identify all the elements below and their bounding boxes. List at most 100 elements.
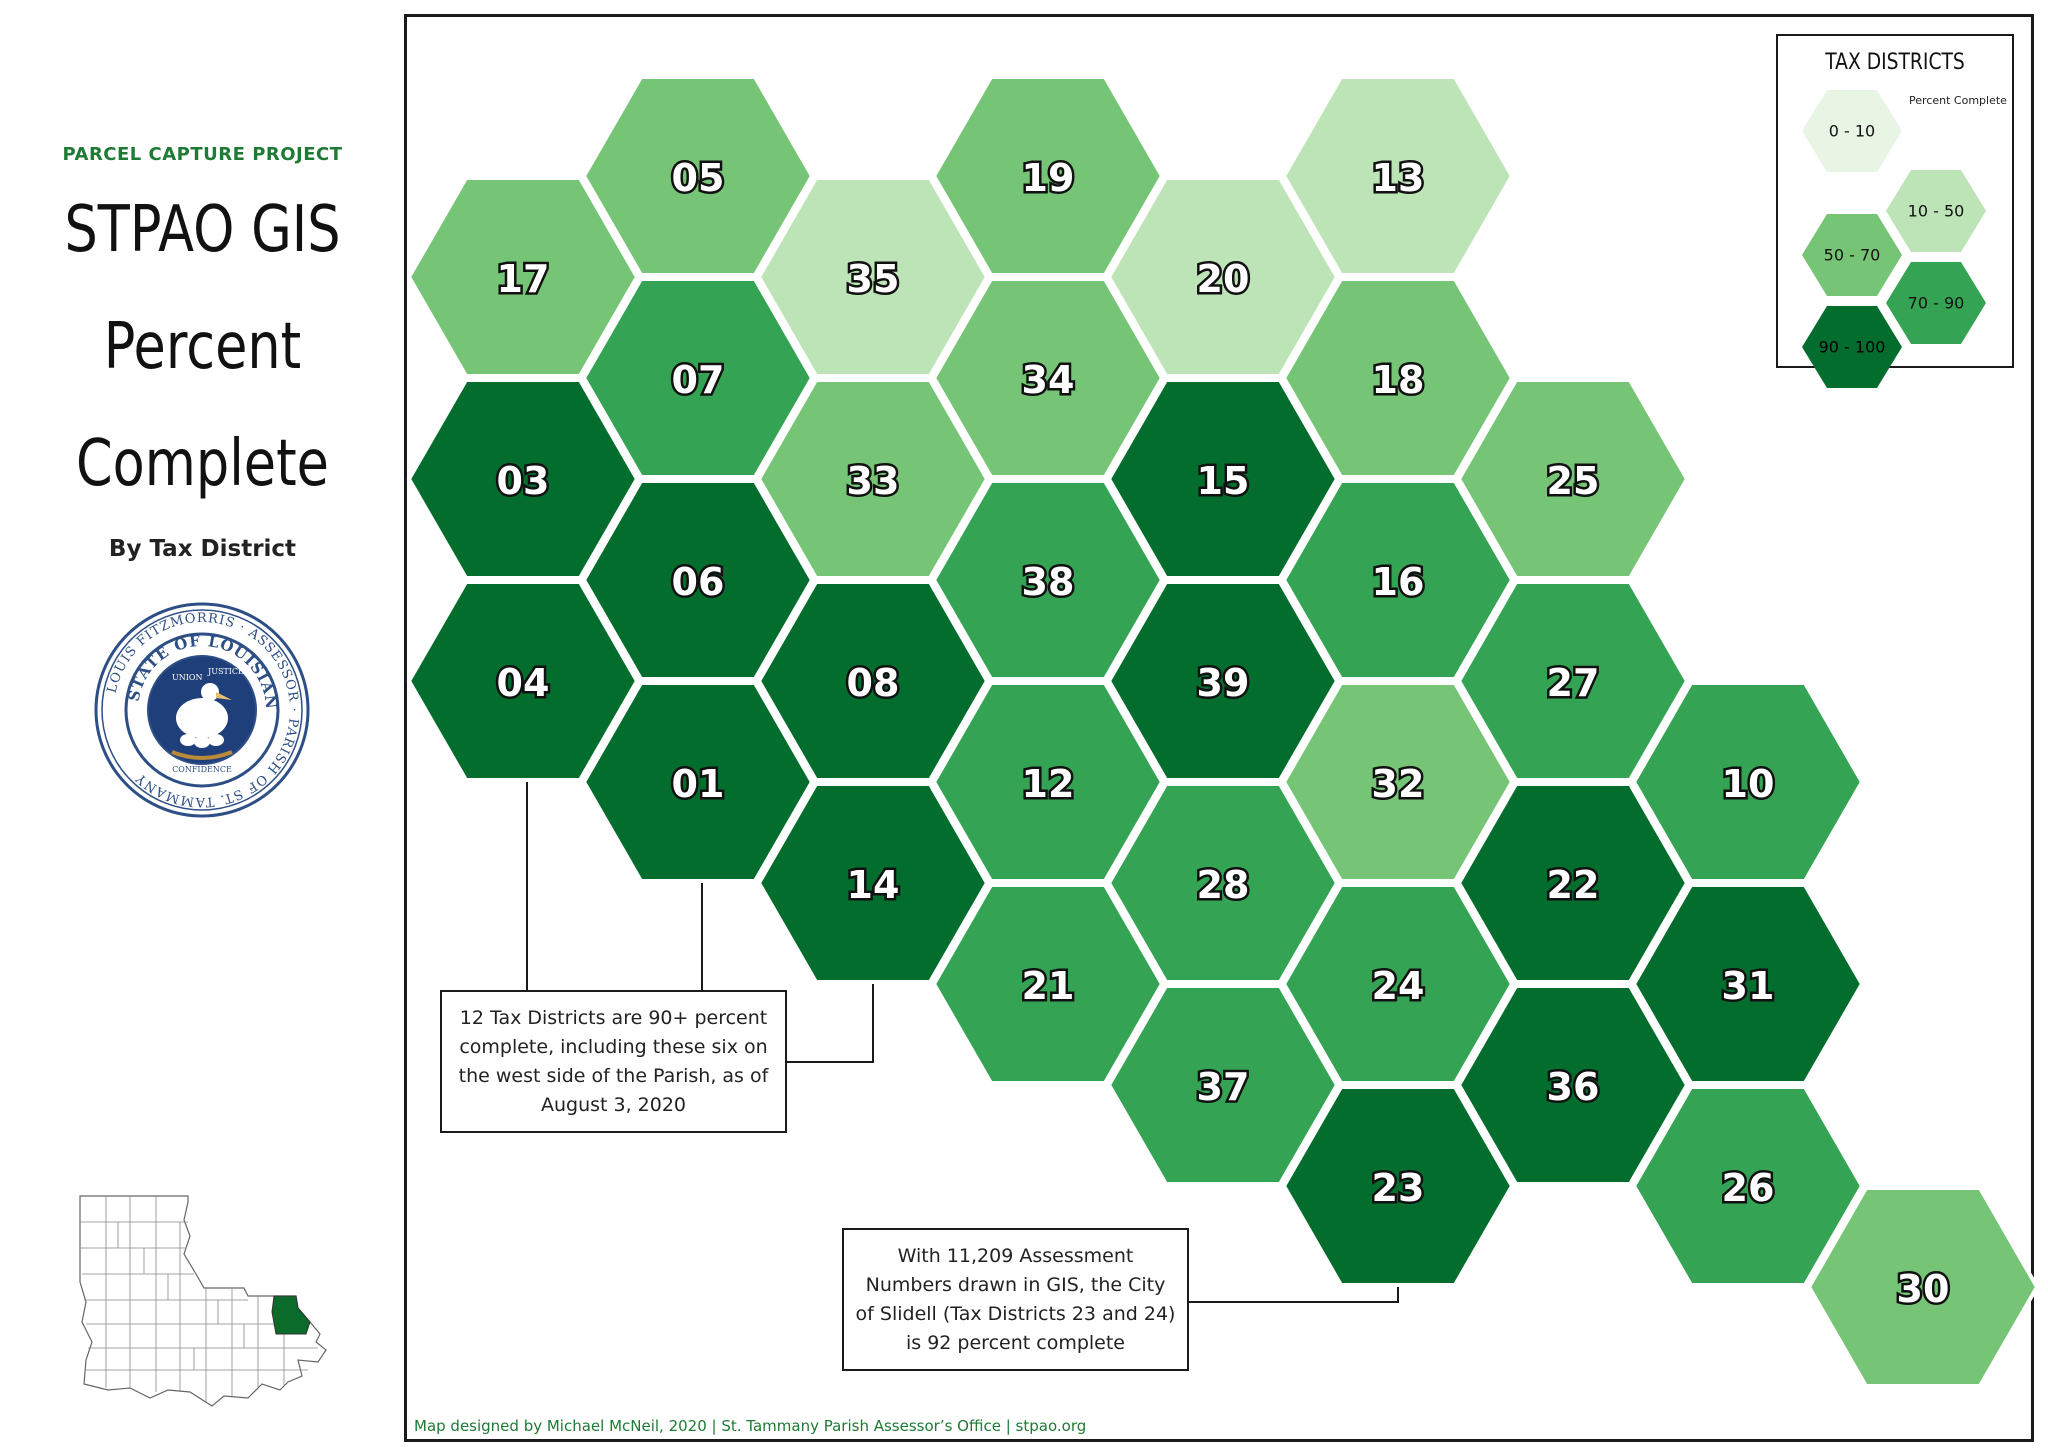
district-hex-12[interactable]: 12	[931, 681, 1165, 883]
legend-label: 0 - 10	[1828, 121, 1876, 141]
district-hex-31[interactable]: 31	[1631, 883, 1865, 1085]
district-hex-shape	[406, 378, 640, 580]
district-hex-30[interactable]: 30	[1806, 1186, 2040, 1388]
pelican-icon	[171, 683, 233, 760]
legend-swatch-70-90: 70 - 90	[1884, 260, 1988, 346]
district-label: 20	[1197, 257, 1250, 301]
district-label: 34	[1022, 358, 1075, 402]
district-hex-18[interactable]: 18	[1281, 277, 1515, 479]
legend-swatch-50-70: 50 - 70	[1800, 212, 1904, 298]
district-hex-28[interactable]: 28	[1106, 782, 1340, 984]
district-hex-35[interactable]: 35	[756, 176, 990, 378]
callout-west-text: 12 Tax Districts are 90+ percent complet…	[458, 1006, 769, 1116]
district-hex-shape	[1106, 580, 1340, 782]
legend-swatch-90-100: 90 - 100	[1800, 304, 1904, 390]
legend-hex-icon	[1802, 214, 1902, 296]
district-hex-08[interactable]: 08	[756, 580, 990, 782]
district-hex-39[interactable]: 39	[1106, 580, 1340, 782]
district-hex-22[interactable]: 22	[1456, 782, 1690, 984]
title-line-3: Complete	[76, 427, 329, 501]
district-hex-17[interactable]: 17	[406, 176, 640, 378]
legend-swatch-0-10: 0 - 10	[1800, 88, 1904, 174]
district-label: 23	[1372, 1166, 1425, 1210]
district-label: 18	[1372, 358, 1425, 402]
district-hex-shape	[756, 176, 990, 378]
district-hex-07[interactable]: 07	[581, 277, 815, 479]
district-hex-33[interactable]: 33	[756, 378, 990, 580]
district-hex-23[interactable]: 23	[1281, 1085, 1515, 1287]
district-hex-shape	[581, 75, 815, 277]
district-label: 26	[1722, 1166, 1775, 1210]
district-label: 06	[672, 560, 725, 604]
district-hex-shape	[1281, 75, 1515, 277]
callout-slidell-text: With 11,209 Assessment Numbers drawn in …	[855, 1244, 1176, 1354]
district-hex-shape	[1281, 277, 1515, 479]
district-label: 33	[847, 459, 900, 503]
district-label: 22	[1547, 863, 1600, 907]
district-hex-34[interactable]: 34	[931, 277, 1165, 479]
legend-label: 90 - 100	[1818, 337, 1886, 357]
district-hex-24[interactable]: 24	[1281, 883, 1515, 1085]
louisiana-locator-map	[79, 1195, 327, 1407]
district-hex-06[interactable]: 06	[581, 479, 815, 681]
district-hex-shape	[581, 479, 815, 681]
district-hex-26[interactable]: 26	[1631, 1085, 1865, 1287]
legend-title: TAX DISTRICTS	[1825, 50, 1965, 75]
district-hex-shape	[1106, 782, 1340, 984]
district-hex-36[interactable]: 36	[1456, 984, 1690, 1186]
district-hex-shape	[1631, 681, 1865, 883]
district-hex-shape	[931, 75, 1165, 277]
district-label: 03	[497, 459, 550, 503]
district-hex-shape	[1281, 479, 1515, 681]
district-label: 13	[1372, 156, 1425, 200]
district-hex-04[interactable]: 04	[406, 580, 640, 782]
district-label: 39	[1197, 661, 1250, 705]
subtitle: By Tax District	[108, 536, 297, 562]
district-hex-03[interactable]: 03	[406, 378, 640, 580]
district-hex-27[interactable]: 27	[1456, 580, 1690, 782]
district-hex-10[interactable]: 10	[1631, 681, 1865, 883]
district-hex-15[interactable]: 15	[1106, 378, 1340, 580]
district-hex-25[interactable]: 25	[1456, 378, 1690, 580]
district-label: 19	[1022, 156, 1075, 200]
legend-hex-icon	[1802, 90, 1902, 172]
district-hex-37[interactable]: 37	[1106, 984, 1340, 1186]
district-label: 31	[1722, 964, 1775, 1008]
district-label: 24	[1372, 964, 1425, 1008]
district-hex-38[interactable]: 38	[931, 479, 1165, 681]
district-hex-shape	[581, 277, 815, 479]
district-hex-shape	[931, 277, 1165, 479]
district-hex-21[interactable]: 21	[931, 883, 1165, 1085]
district-hex-shape	[406, 176, 640, 378]
district-hex-shape	[1806, 1186, 2040, 1388]
district-hex-16[interactable]: 16	[1281, 479, 1515, 681]
district-hex-05[interactable]: 05	[581, 75, 815, 277]
district-label: 25	[1547, 459, 1600, 503]
legend-swatch-10-50: 10 - 50	[1884, 168, 1988, 254]
district-hex-shape	[756, 580, 990, 782]
district-hex-13[interactable]: 13	[1281, 75, 1515, 277]
district-hex-shape	[1631, 883, 1865, 1085]
callout-slidell: With 11,209 Assessment Numbers drawn in …	[842, 1228, 1189, 1371]
legend-label: 50 - 70	[1823, 245, 1881, 265]
district-hex-32[interactable]: 32	[1281, 681, 1515, 883]
district-label: 10	[1722, 762, 1775, 806]
district-hex-shape	[1281, 883, 1515, 1085]
district-label: 30	[1897, 1267, 1950, 1311]
district-label: 28	[1197, 863, 1250, 907]
district-label: 27	[1547, 661, 1600, 705]
district-hex-14[interactable]: 14	[756, 782, 990, 984]
map-credit: Map designed by Michael McNeil, 2020 | S…	[414, 1417, 1087, 1435]
district-label: 14	[847, 863, 900, 907]
district-label: 37	[1197, 1065, 1250, 1109]
district-hex-shape	[1281, 1085, 1515, 1287]
district-label: 35	[847, 257, 900, 301]
district-label: 08	[847, 661, 900, 705]
district-hex-20[interactable]: 20	[1106, 176, 1340, 378]
district-hex-19[interactable]: 19	[931, 75, 1165, 277]
district-hex-01[interactable]: 01	[581, 681, 815, 883]
district-hex-shape	[1456, 984, 1690, 1186]
st-tammany-parish-highlight	[271, 1295, 311, 1335]
district-hex-shape	[406, 580, 640, 782]
district-label: 16	[1372, 560, 1425, 604]
